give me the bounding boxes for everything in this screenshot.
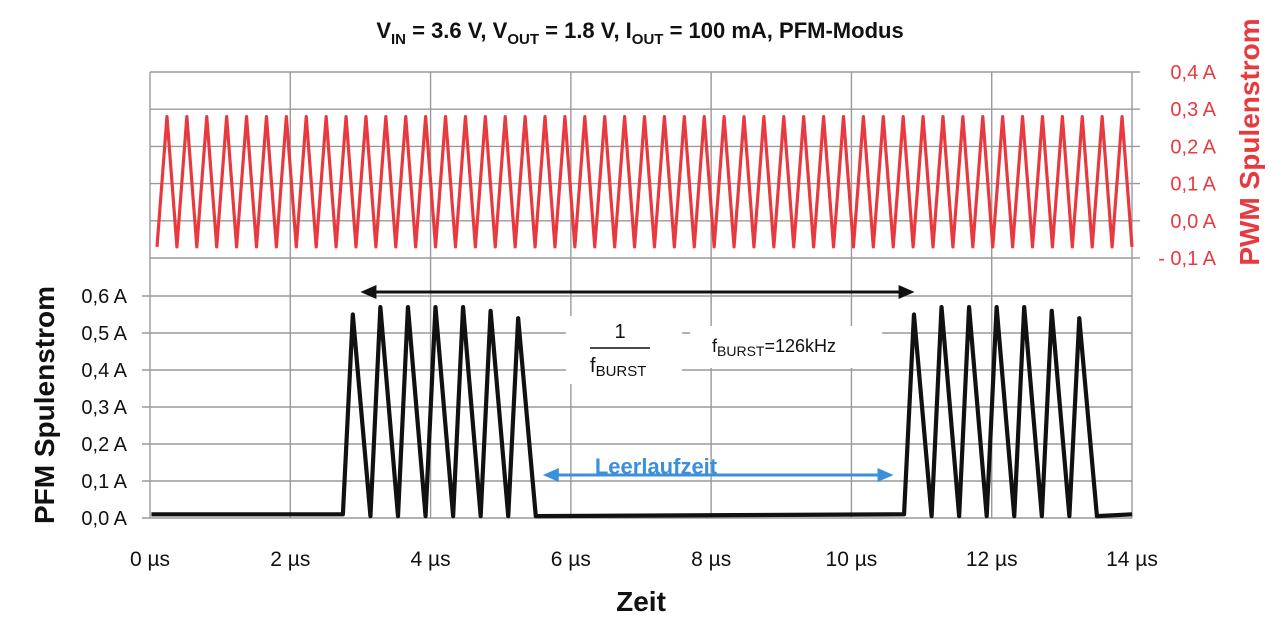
title-sub-out: OUT [507,31,539,48]
x-axis-label: Zeit [616,586,666,617]
period-arrow [360,285,915,299]
y-tick-label-left: 0,2 A [81,434,127,456]
x-tick-label: 10 µs [826,548,878,571]
y-tick-label-right: 0,2 A [1170,136,1216,158]
period-label-background [566,316,682,384]
x-tick-label: 2 µs [270,548,310,571]
idle-arrow-head-right [877,468,894,482]
freq-label-background [690,326,882,368]
y-tick-label-left: 0,5 A [81,323,127,345]
annotations: 1 fBURST fBURST=126kHz Leerlaufzeit [360,285,915,482]
y-tick-label-left: 0,0 A [81,508,127,530]
y-tick-label-right: 0,3 A [1170,99,1216,121]
period-numerator: 1 [614,321,625,343]
y-tick-label-right: 0,4 A [1170,62,1216,84]
title-sub-iout: OUT [632,31,664,48]
pwm-series-line [155,115,1134,249]
x-tick-label: 12 µs [966,548,1018,571]
y-tick-label-right: 0,0 A [1170,211,1216,233]
idle-arrow [542,468,894,482]
freq-label: fBURST=126kHz [712,336,836,359]
axis-ticks: 0,0 A 0,1 A 0,2 A 0,3 A 0,4 A 0,5 A 0,6 A - 0,1… [81,62,1216,571]
pfm-series-line [151,305,1133,519]
title-sub-in: IN [391,31,406,48]
y-axis-label-right: PWM Spulenstrom [1234,18,1265,265]
x-tick-label: 14 µs [1106,548,1158,571]
y-tick-label-right: - 0,1 A [1158,248,1216,270]
title-v: V [376,18,391,43]
y-tick-label-left: 0,1 A [81,471,127,493]
y-tick-label-left: 0,4 A [81,360,127,382]
x-tick-label: 0 µs [130,548,170,571]
y-tick-label-left: 0,6 A [81,286,127,308]
idle-label: Leerlaufzeit [595,454,718,479]
x-tick-label: 4 µs [411,548,451,571]
x-tick-label: 8 µs [691,548,731,571]
x-tick-label: 6 µs [551,548,591,571]
period-arrow-head-left [360,285,377,299]
period-arrow-head-right [898,285,915,299]
title-v2: V [493,18,508,43]
title-eq2: = 1.8 V, [539,18,626,43]
title-eq1: = 3.6 V, [406,18,493,43]
series-layer [151,115,1134,519]
y-tick-label-right: 0,1 A [1170,174,1216,196]
y-axis-label-left: PFM Spulenstrom [29,286,60,524]
title-eq3: = 100 mA, PFM-Modus [663,18,903,43]
chart-title: VIN = 3.6 V, VOUT = 1.8 V, IOUT = 100 mA… [376,18,903,48]
period-denominator: fBURST [590,355,646,380]
idle-arrow-head-left [542,468,559,482]
title-i: I [626,18,632,43]
y-tick-label-left: 0,3 A [81,397,127,419]
